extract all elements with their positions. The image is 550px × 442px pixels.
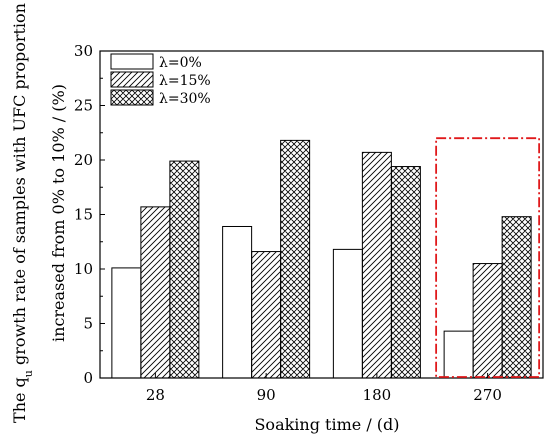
plot-frame [99,50,544,379]
legend-swatch-series-1 [110,53,154,70]
bar-180-series-3 [390,166,421,379]
legend-label-series-3: λ=30% [159,91,211,107]
bar-270-series-2 [472,263,503,379]
x-tick-label: 90 [257,386,276,404]
y-axis-title-line-1: The qu growth rate of samples with UFC p… [10,3,35,423]
highlight-box [435,137,541,378]
legend-swatch-series-3 [110,89,154,106]
y-tick-label: 10 [74,260,93,278]
y-tick-label: 15 [74,206,93,224]
bar-28-series-2 [140,206,171,379]
y-axis-title-line-2: increased from 0% to 10% / (%) [49,84,68,342]
y-tick-label: 25 [74,97,93,115]
y-tick-label: 0 [83,369,93,387]
bar-90-series-2 [251,251,282,379]
bar-180-series-1 [332,248,363,379]
y-axis-title-prefix: The q [10,377,29,423]
x-tick-label: 180 [363,386,392,404]
bar-28-series-3 [169,160,200,379]
x-tick-label: 28 [146,386,165,404]
plot-area: 28 90 180 270 0 5 10 15 20 25 30 λ=0% λ=15% λ=30% [74,42,544,404]
y-tick-label: 5 [83,315,93,333]
y-axis-title-subscript: u [22,370,35,377]
legend-label-series-1: λ=0% [159,55,202,71]
x-tick-label: 270 [473,386,502,404]
bar-90-series-1 [222,225,253,379]
bar-28-series-1 [111,267,142,379]
y-tick-label: 30 [74,42,93,60]
bar-270-series-3 [501,216,532,379]
x-axis-title: Soaking time / (d) [254,415,399,434]
bar-270-series-1 [443,330,474,379]
legend-swatch-series-2 [110,71,154,88]
bar-90-series-3 [280,139,311,379]
legend-label-series-2: λ=15% [159,73,211,89]
y-axis-title-rest: growth rate of samples with UFC proporti… [10,3,29,370]
bar-180-series-2 [361,151,392,379]
y-tick-label: 20 [74,151,93,169]
